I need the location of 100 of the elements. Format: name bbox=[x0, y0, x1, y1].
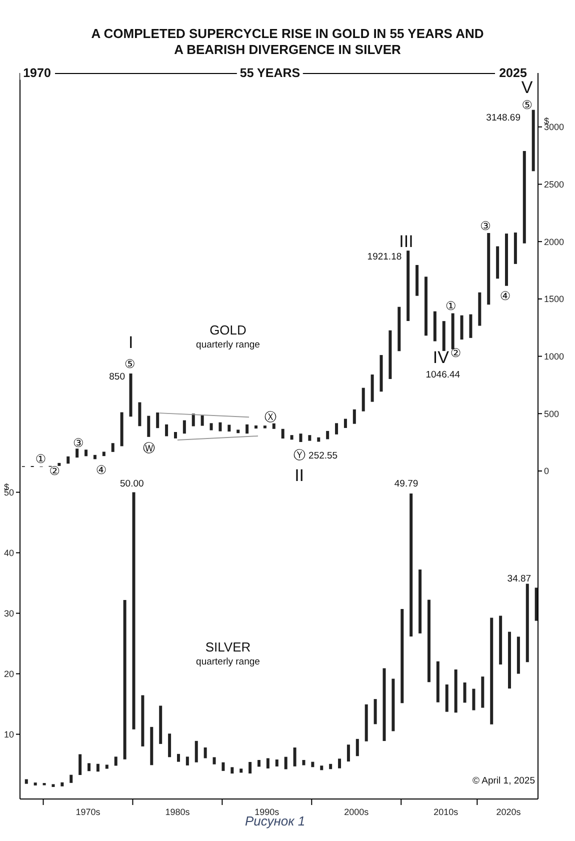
bar bbox=[222, 762, 225, 771]
bar bbox=[370, 374, 374, 402]
y2-tick-label: 0 bbox=[544, 466, 550, 476]
bar bbox=[248, 762, 252, 774]
annotation: 3148.69 bbox=[486, 112, 520, 124]
bar bbox=[481, 676, 484, 708]
bar bbox=[308, 435, 312, 441]
bar bbox=[302, 760, 306, 766]
annotation: quarterly range bbox=[196, 340, 260, 352]
bar bbox=[326, 430, 330, 440]
bar bbox=[254, 425, 258, 429]
bar bbox=[505, 234, 508, 286]
bar bbox=[516, 636, 520, 674]
bar bbox=[317, 437, 320, 442]
y-tick-label: 10 bbox=[4, 729, 14, 740]
bar bbox=[356, 738, 359, 756]
bar bbox=[522, 150, 526, 244]
bar bbox=[272, 423, 276, 429]
annotation: ④ bbox=[96, 463, 107, 478]
bar bbox=[290, 435, 294, 440]
annotation: © April 1, 2025 bbox=[472, 776, 535, 788]
bar bbox=[374, 699, 377, 724]
bar bbox=[192, 414, 195, 426]
y-tick-label: 40 bbox=[4, 548, 14, 558]
bar bbox=[159, 706, 162, 744]
y2-tick-label: 1000 bbox=[544, 351, 564, 362]
annotation: 49.79 bbox=[394, 478, 418, 490]
bar bbox=[240, 768, 243, 773]
annotation: Ⓨ bbox=[293, 448, 306, 463]
bar bbox=[418, 570, 422, 634]
bar bbox=[338, 758, 342, 768]
annotation: Ⓧ bbox=[264, 410, 277, 425]
annotation: ② bbox=[450, 346, 462, 361]
bar bbox=[352, 409, 356, 424]
bar bbox=[281, 428, 284, 439]
bar bbox=[114, 756, 118, 766]
x-tick-label: 2000s bbox=[344, 807, 370, 817]
bar bbox=[463, 682, 466, 703]
bar bbox=[88, 763, 91, 772]
bar bbox=[406, 250, 410, 321]
bar bbox=[129, 373, 132, 417]
bar bbox=[299, 434, 302, 442]
annotation: I bbox=[128, 333, 134, 353]
bar bbox=[70, 774, 73, 783]
bar bbox=[147, 416, 150, 437]
bar bbox=[258, 760, 261, 767]
bar bbox=[174, 432, 177, 438]
bar bbox=[218, 422, 222, 432]
annotation: II bbox=[294, 466, 304, 486]
annotation: 50.00 bbox=[120, 478, 144, 490]
bar bbox=[487, 232, 490, 305]
bar bbox=[364, 704, 368, 742]
bar bbox=[176, 754, 180, 762]
bar bbox=[78, 754, 82, 775]
annotation: 850 bbox=[109, 372, 125, 384]
bar bbox=[111, 443, 114, 452]
bar bbox=[105, 764, 108, 769]
bar bbox=[150, 726, 154, 766]
y2-tick-label: 2500 bbox=[544, 179, 564, 190]
bar bbox=[200, 415, 204, 426]
bar bbox=[138, 402, 142, 426]
bar bbox=[392, 678, 395, 732]
annotation: 1921.18 bbox=[367, 252, 402, 264]
annotation: 1046.44 bbox=[426, 370, 460, 382]
bar bbox=[436, 661, 440, 702]
bar bbox=[490, 618, 494, 724]
bar bbox=[284, 756, 288, 770]
annotation: IV bbox=[432, 348, 449, 368]
bar bbox=[263, 426, 266, 428]
bar bbox=[60, 782, 64, 786]
bar bbox=[445, 684, 448, 712]
bar bbox=[24, 779, 28, 784]
bar bbox=[433, 311, 436, 342]
bar bbox=[93, 454, 96, 460]
bar bbox=[96, 764, 100, 772]
bar bbox=[388, 330, 392, 379]
bar bbox=[120, 412, 124, 446]
annotation: 55 YEARS bbox=[236, 66, 304, 80]
annotation: ③ bbox=[480, 219, 491, 234]
bar bbox=[344, 418, 347, 428]
bar bbox=[416, 264, 419, 296]
bar bbox=[329, 764, 332, 770]
annotation: GOLD bbox=[210, 322, 246, 338]
annotation: 252.55 bbox=[308, 450, 338, 462]
y2-tick-label: 2000 bbox=[544, 236, 564, 247]
annotation: ① bbox=[35, 452, 46, 467]
bar bbox=[266, 758, 270, 768]
annotation: ① bbox=[445, 299, 456, 314]
bar bbox=[526, 584, 529, 662]
bar bbox=[410, 494, 413, 636]
bar bbox=[398, 306, 401, 352]
bar bbox=[469, 314, 472, 338]
bar bbox=[210, 423, 213, 430]
annotation: Ⓦ bbox=[142, 441, 155, 456]
bar bbox=[194, 740, 198, 762]
annotation: SILVER bbox=[205, 640, 251, 656]
bar bbox=[335, 423, 338, 434]
chart-title: A COMPLETED SUPERCYCLE RISE IN GOLD IN 55 YEARS AND A BEARISH DIVERGENCE IN SILVER bbox=[90, 26, 485, 58]
bar bbox=[165, 424, 168, 436]
bar bbox=[400, 609, 404, 704]
